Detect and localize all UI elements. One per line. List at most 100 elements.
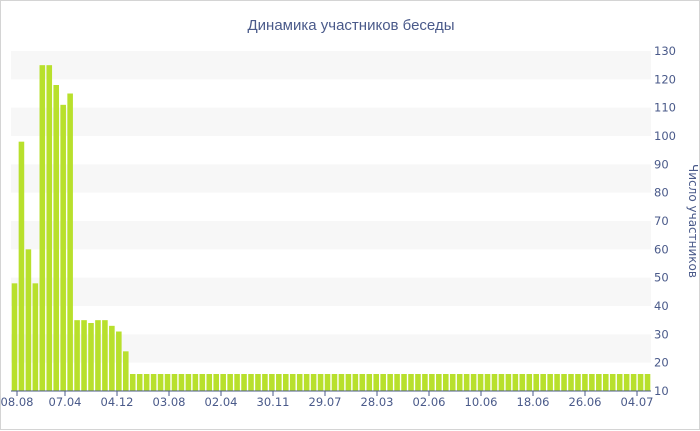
- bar: [505, 374, 512, 391]
- bar: [512, 374, 519, 391]
- bar: [533, 374, 539, 391]
- y-tick-label: 30: [654, 327, 669, 341]
- bar: [415, 374, 421, 391]
- bar: [449, 374, 456, 391]
- grid-bands: [11, 51, 651, 363]
- bar: [352, 374, 359, 391]
- bar: [582, 374, 588, 391]
- x-tick-label: 30.11: [257, 395, 290, 409]
- x-tick-label: 29.07: [309, 395, 342, 409]
- bar: [644, 374, 651, 391]
- bar: [220, 374, 226, 391]
- bar: [276, 374, 282, 391]
- x-tick-label: 03.08: [153, 395, 186, 409]
- bar: [11, 283, 18, 391]
- bar: [199, 374, 206, 391]
- bar: [443, 374, 449, 391]
- bar: [39, 65, 46, 392]
- bar: [67, 93, 73, 391]
- x-tick-label: 26.06: [569, 395, 602, 409]
- bar: [491, 374, 498, 391]
- y-tick-label: 110: [654, 101, 676, 115]
- bar: [296, 374, 303, 391]
- bar: [366, 374, 373, 391]
- bar: [623, 374, 630, 391]
- bar: [456, 374, 463, 391]
- bar: [408, 374, 414, 391]
- grid-band: [11, 164, 651, 193]
- y-tick-label: 40: [654, 299, 669, 313]
- bar: [526, 374, 533, 391]
- bar: [206, 374, 213, 391]
- y-tick-label: 130: [654, 44, 676, 58]
- bar: [171, 374, 178, 391]
- bar: [116, 331, 122, 391]
- bar: [227, 374, 233, 391]
- bar: [129, 374, 136, 391]
- bar: [616, 374, 623, 391]
- bar: [422, 374, 428, 391]
- bar: [637, 374, 644, 391]
- bar: [283, 374, 289, 391]
- x-tick-label: 10.06: [465, 395, 498, 409]
- bar: [150, 374, 157, 391]
- bar: [498, 374, 505, 391]
- bar: [436, 374, 442, 391]
- bar: [609, 374, 616, 391]
- bar: [540, 374, 546, 391]
- y-tick-label: 90: [654, 157, 669, 171]
- bar: [387, 374, 393, 391]
- bar: [394, 374, 400, 391]
- bar: [88, 323, 94, 391]
- bar: [185, 374, 192, 391]
- bar: [630, 374, 637, 391]
- bar: [60, 104, 66, 391]
- bar: [192, 374, 199, 391]
- bar: [46, 65, 53, 392]
- bar: [484, 374, 491, 391]
- bar: [401, 374, 407, 391]
- bar: [248, 374, 254, 391]
- bar: [596, 374, 602, 391]
- bar: [575, 374, 581, 391]
- bar: [74, 320, 80, 391]
- bar: [164, 374, 171, 391]
- bar: [463, 374, 470, 391]
- bar: [359, 374, 366, 391]
- bars-group: [11, 65, 651, 392]
- y-tick-label: 120: [654, 72, 676, 86]
- bar: [519, 374, 526, 391]
- bar: [109, 325, 115, 391]
- bar: [477, 374, 484, 391]
- bar: [345, 374, 352, 391]
- x-tick-label: 04.12: [101, 395, 134, 409]
- bar: [18, 141, 25, 391]
- x-tick-label: 18.06: [517, 395, 550, 409]
- chart-title: Динамика участников беседы: [248, 17, 455, 34]
- bar: [269, 374, 275, 391]
- bar: [373, 374, 379, 391]
- bar: [81, 320, 87, 391]
- bar: [603, 374, 609, 391]
- x-tick-label: 02.04: [205, 395, 238, 409]
- bar: [255, 374, 261, 391]
- bar: [213, 374, 219, 391]
- bar: [561, 374, 567, 391]
- y-tick-label: 10: [654, 384, 669, 398]
- bar: [102, 320, 108, 391]
- x-tick-label: 28.03: [361, 395, 394, 409]
- x-tick-label: 08.08: [1, 395, 33, 409]
- bar: [136, 374, 143, 391]
- y-tick-label: 80: [654, 186, 669, 200]
- bar: [310, 374, 317, 391]
- bar: [568, 374, 574, 391]
- y-tick-label: 60: [654, 242, 669, 256]
- bar: [324, 374, 331, 391]
- y-tick-label: 100: [654, 129, 676, 143]
- bar: [589, 374, 595, 391]
- x-tick-label: 04.07: [621, 395, 654, 409]
- y-tick-label: 70: [654, 214, 669, 228]
- grid-band: [11, 107, 651, 136]
